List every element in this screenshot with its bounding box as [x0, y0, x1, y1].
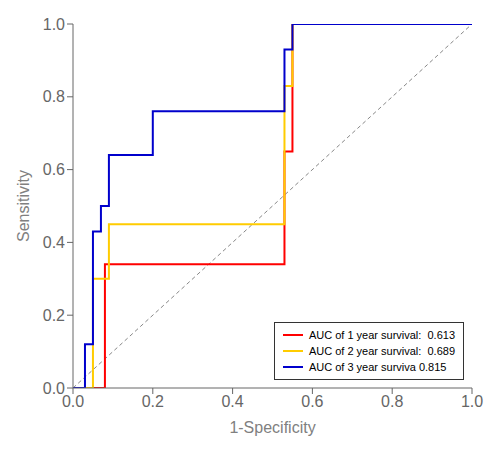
html-text:AUC of 3 year surviva 0.815: AUC of 3 year surviva 0.815: [308, 361, 447, 373]
html-text:AUC of 2 year survival: 0.689: AUC of 2 year survival: 0.689: [308, 345, 455, 357]
svg-text:0.2: 0.2: [43, 307, 65, 324]
svg-text:Sensitivity: Sensitivity: [15, 170, 32, 242]
svg-text:0.8: 0.8: [381, 393, 403, 410]
svg-text:0.4: 0.4: [221, 393, 243, 410]
svg-text:0.6: 0.6: [301, 393, 323, 410]
svg-text:0.6: 0.6: [43, 161, 65, 178]
svg-text:0.0: 0.0: [62, 393, 84, 410]
svg-text:0.8: 0.8: [43, 88, 65, 105]
svg-text:1.0: 1.0: [43, 16, 65, 33]
svg-text:1-Specificity: 1-Specificity: [229, 419, 315, 436]
svg-text:0.2: 0.2: [142, 393, 164, 410]
html-text:AUC of 1 year survival: 0.613: AUC of 1 year survival: 0.613: [308, 329, 455, 341]
svg-text:1.0: 1.0: [461, 393, 483, 410]
svg-text:0.0: 0.0: [43, 380, 65, 397]
svg-text:0.4: 0.4: [43, 234, 65, 251]
